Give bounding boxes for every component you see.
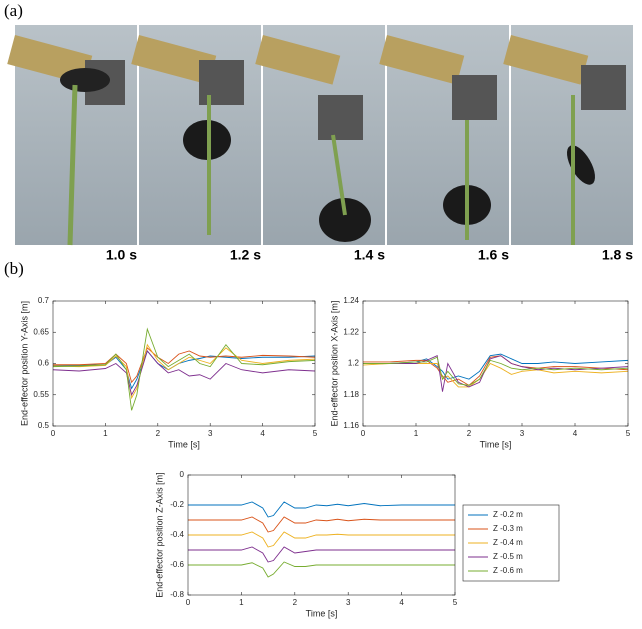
y-tick-label: 1.2 (348, 359, 360, 368)
frame-label: 1.6 s (478, 247, 509, 263)
legend-label: Z -0.3 m (493, 524, 523, 533)
frame-label: 1.2 s (230, 247, 261, 263)
legend-label: Z -0.6 m (493, 566, 523, 575)
y-tick-label: 0.7 (38, 296, 50, 305)
x-tick-label: 4 (399, 598, 404, 607)
photo (7, 25, 137, 246)
x-tick-label: 3 (346, 598, 351, 607)
axes-box (52, 300, 316, 427)
y-tick-label: 1.24 (343, 296, 359, 305)
axes-box (362, 300, 629, 427)
legend-label: Z -0.5 m (493, 552, 523, 561)
y-tick-label: 0.65 (33, 327, 49, 336)
series-line (188, 531, 455, 548)
y-axis-label: End-effector position Y-Axis [m] (19, 301, 29, 426)
y-tick-label: 0.6 (38, 359, 50, 368)
series-line (188, 561, 455, 578)
x-tick-label: 0 (186, 598, 191, 607)
y-tick-label: 0 (180, 470, 185, 479)
y-tick-label: 1.22 (343, 327, 359, 336)
x-tick-label: 0 (51, 429, 56, 438)
x-axis-label: Time [s] (480, 439, 512, 449)
x-tick-label: 5 (453, 598, 458, 607)
x-tick-label: 4 (573, 429, 578, 438)
series-line (363, 355, 629, 392)
series-line (363, 356, 629, 386)
x-tick-label: 4 (260, 429, 265, 438)
photo (131, 25, 261, 245)
x-tick-label: 0 (361, 429, 366, 438)
frame-label: 1.8 s (602, 247, 633, 263)
series-line (52, 343, 316, 400)
photo-strip (7, 25, 633, 246)
y-tick-label: 1.16 (343, 421, 359, 430)
y-tick-label: -0.2 (170, 500, 184, 509)
x-tick-label: 3 (208, 429, 213, 438)
series-line (363, 353, 629, 380)
frame-label: 1.0 s (106, 247, 137, 263)
axes-box (187, 474, 456, 596)
series-line (52, 350, 316, 396)
y-tick-label: 0.5 (38, 421, 50, 430)
series-line (188, 546, 455, 563)
x-axis-label: Time [s] (306, 608, 338, 618)
y-tick-label: -0.4 (170, 530, 184, 539)
series-line (52, 327, 316, 411)
x-tick-label: 2 (467, 429, 472, 438)
series-line (188, 501, 455, 518)
panel-label: (a) (4, 1, 23, 20)
x-tick-label: 2 (156, 429, 161, 438)
legend-label: Z -0.2 m (493, 510, 523, 519)
photo (379, 25, 509, 245)
panel-label: (b) (4, 259, 24, 278)
series-line (188, 516, 455, 533)
legend-label: Z -0.4 m (493, 538, 523, 547)
y-tick-label: 0.55 (33, 390, 49, 399)
y-tick-label: 1.18 (343, 390, 359, 399)
y-tick-label: -0.8 (170, 590, 184, 599)
x-tick-label: 5 (626, 429, 631, 438)
x-tick-label: 3 (520, 429, 525, 438)
y-axis-label: End-effector position X-Axis [m] (329, 301, 339, 427)
x-tick-label: 1 (103, 429, 108, 438)
y-axis-label: End-effector position Z-Axis [m] (154, 472, 164, 597)
photo (255, 25, 385, 245)
x-axis-label: Time [s] (168, 439, 200, 449)
y-tick-label: -0.6 (170, 560, 184, 569)
x-tick-label: 2 (293, 598, 298, 607)
x-tick-label: 1 (239, 598, 244, 607)
photo (503, 25, 633, 245)
x-tick-label: 1 (414, 429, 419, 438)
frame-label: 1.4 s (354, 247, 385, 263)
x-tick-label: 5 (313, 429, 318, 438)
